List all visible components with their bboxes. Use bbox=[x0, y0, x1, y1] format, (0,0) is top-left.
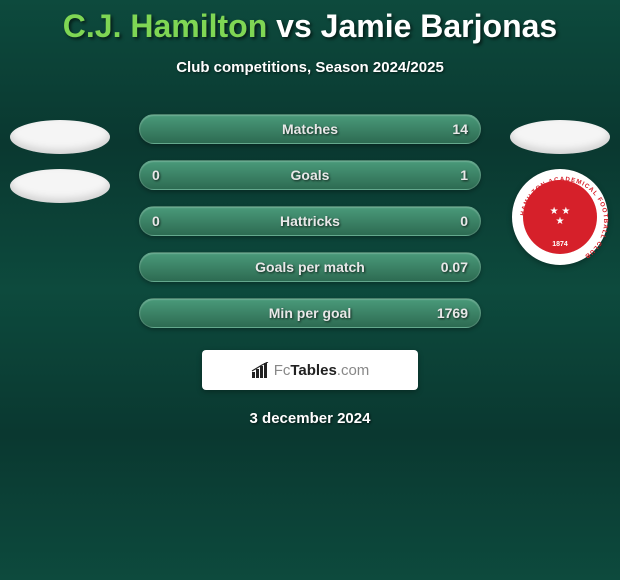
player1-avatar-placeholder-1 bbox=[10, 120, 110, 154]
stat-label: Min per goal bbox=[269, 305, 351, 321]
club-inner-circle: ★ ★★ 1874 bbox=[523, 180, 597, 254]
subtitle: Club competitions, Season 2024/2025 bbox=[0, 59, 620, 76]
comparison-title: C.J. Hamilton vs Jamie Barjonas bbox=[0, 0, 620, 45]
stat-left-value: 0 bbox=[152, 167, 192, 183]
brand-suffix: .com bbox=[337, 362, 370, 379]
stat-right-value: 0 bbox=[428, 213, 468, 229]
stat-label: Matches bbox=[282, 121, 338, 137]
stat-right-value: 0.07 bbox=[428, 259, 468, 275]
player1-avatar-area bbox=[10, 120, 110, 203]
stat-right-value: 1769 bbox=[428, 305, 468, 321]
player1-avatar-placeholder-2 bbox=[10, 169, 110, 203]
stat-label: Goals per match bbox=[255, 259, 365, 275]
stat-right-value: 1 bbox=[428, 167, 468, 183]
stat-row-goals-per-match: Goals per match 0.07 bbox=[139, 252, 481, 282]
club-stars-icon: ★ ★★ bbox=[550, 207, 571, 227]
stat-row-min-per-goal: Min per goal 1769 bbox=[139, 298, 481, 328]
player2-avatar-area: HAMILTON ACADEMICAL FOOTBALL CLUB ★ ★★ 1… bbox=[510, 120, 610, 265]
date: 3 december 2024 bbox=[0, 410, 620, 427]
stat-row-goals: 0 Goals 1 bbox=[139, 160, 481, 190]
club-badge: HAMILTON ACADEMICAL FOOTBALL CLUB ★ ★★ 1… bbox=[512, 169, 608, 265]
stat-label: Goals bbox=[291, 167, 330, 183]
footer-brand[interactable]: FcTables.com bbox=[202, 350, 418, 390]
bar-chart-icon bbox=[251, 362, 271, 378]
club-year: 1874 bbox=[552, 241, 568, 248]
vs-text: vs bbox=[276, 8, 312, 44]
brand-main: Tables bbox=[290, 362, 336, 379]
player2-name: Jamie Barjonas bbox=[321, 8, 558, 44]
stat-row-hattricks: 0 Hattricks 0 bbox=[139, 206, 481, 236]
brand-prefix: Fc bbox=[274, 362, 291, 379]
footer-brand-text: FcTables.com bbox=[274, 362, 370, 379]
stats-list: Matches 14 0 Goals 1 0 Hattricks 0 Goals… bbox=[139, 114, 481, 328]
stat-right-value: 14 bbox=[428, 121, 468, 137]
stat-row-matches: Matches 14 bbox=[139, 114, 481, 144]
player2-avatar-placeholder bbox=[510, 120, 610, 154]
stat-left-value: 0 bbox=[152, 213, 192, 229]
stat-label: Hattricks bbox=[280, 213, 340, 229]
player1-name: C.J. Hamilton bbox=[63, 8, 267, 44]
